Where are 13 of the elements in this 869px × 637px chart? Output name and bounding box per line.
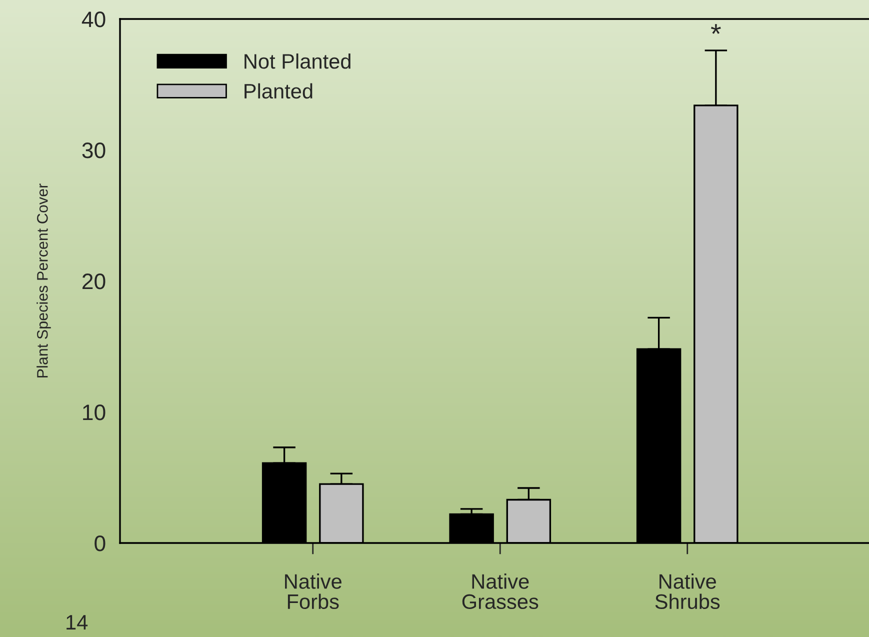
y-tick-label: 0 — [94, 536, 106, 552]
x-tick-label: Native Forbs — [285, 574, 342, 610]
y-tick-label: 30 — [82, 142, 106, 158]
y-axis-title: Plant Species Percent Cover — [36, 184, 51, 378]
x-tick-label: Native Shrubs — [655, 574, 720, 610]
y-tick-label: 10 — [83, 404, 106, 420]
legend-label: Planted — [244, 83, 312, 99]
legend-label: Not Planted — [244, 53, 350, 69]
text: 14 — [66, 615, 88, 630]
y-tick-label: 40 — [82, 12, 106, 28]
annotation: * — [710, 24, 721, 34]
y-tick-label: 20 — [82, 274, 106, 290]
x-tick-label: Native Grasses — [462, 574, 538, 610]
